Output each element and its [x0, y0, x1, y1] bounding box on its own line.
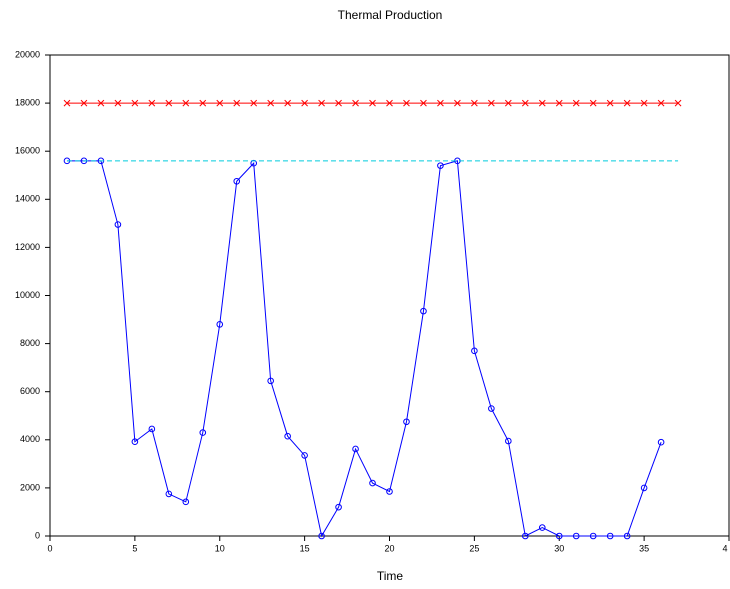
point-marker [216, 99, 224, 107]
y-tick-label: 8000 [20, 338, 40, 348]
point-marker [335, 503, 342, 511]
point-marker [488, 405, 495, 412]
x-tick-label: 30 [554, 543, 564, 553]
point-marker [63, 99, 71, 107]
point-marker [589, 532, 597, 540]
point-marker [606, 532, 614, 540]
point-marker [199, 429, 207, 436]
point-marker [640, 99, 648, 107]
point-marker [148, 99, 156, 107]
point-marker [165, 99, 173, 107]
point-marker [403, 99, 410, 107]
x-tick-label: 25 [469, 543, 479, 553]
point-marker [97, 99, 105, 107]
point-marker [284, 99, 292, 107]
point-marker [504, 99, 512, 107]
y-tick-label: 2000 [20, 482, 40, 492]
point-marker [131, 438, 139, 446]
point-marker [318, 532, 325, 540]
point-marker [301, 452, 308, 459]
x-tick-label: 5 [132, 543, 137, 553]
point-marker [403, 418, 410, 426]
point-marker [420, 307, 427, 315]
x-tick-label: 0 [47, 543, 52, 553]
point-marker [437, 99, 444, 107]
point-marker [505, 437, 512, 445]
y-tick-label: 20000 [15, 49, 40, 59]
point-marker [437, 162, 444, 169]
point-marker [623, 99, 631, 107]
y-tick-label: 16000 [15, 146, 40, 156]
point-marker [182, 99, 190, 107]
point-marker [420, 99, 427, 107]
y-tick-label: 10000 [15, 290, 40, 300]
point-marker [80, 99, 88, 107]
y-tick-label: 6000 [20, 386, 40, 396]
point-marker [165, 490, 173, 498]
x-tick-label: 35 [639, 543, 649, 553]
point-marker [572, 99, 580, 107]
point-marker [335, 99, 342, 107]
point-marker [640, 484, 648, 492]
point-marker [318, 99, 325, 107]
point-marker [131, 99, 139, 107]
point-marker [199, 99, 207, 107]
point-marker [352, 445, 359, 453]
point-marker [572, 532, 580, 540]
point-marker [182, 498, 190, 506]
point-marker [454, 99, 461, 107]
x-tick-label: 20 [384, 543, 394, 553]
point-marker [114, 221, 122, 228]
y-tick-label: 0 [35, 530, 40, 540]
y-tick-label: 12000 [15, 242, 40, 252]
point-marker [555, 532, 563, 540]
point-marker [606, 99, 614, 107]
point-marker [250, 99, 258, 107]
point-marker [386, 488, 393, 495]
point-marker [114, 99, 122, 107]
y-tick-label: 18000 [15, 97, 40, 107]
point-marker [623, 532, 631, 540]
point-marker [589, 99, 597, 107]
point-marker [522, 532, 529, 540]
x-tick-label: 10 [215, 543, 225, 553]
y-tick-label: 4000 [20, 434, 40, 444]
point-marker [352, 99, 359, 107]
point-marker [369, 99, 376, 107]
point-marker [267, 377, 274, 385]
x-axis-label: Time [377, 569, 404, 583]
point-marker [233, 99, 241, 107]
chart-title: Thermal Production [338, 8, 443, 22]
point-marker [657, 99, 665, 107]
x-tick-label: 4 [722, 543, 727, 553]
point-marker [233, 177, 241, 185]
point-marker [301, 99, 308, 107]
point-marker [538, 99, 546, 107]
point-marker [284, 432, 291, 440]
point-marker [267, 99, 275, 107]
point-marker [487, 99, 495, 107]
point-marker [216, 321, 224, 328]
x-tick-label: 15 [300, 543, 310, 553]
point-marker [674, 99, 682, 107]
point-marker [538, 524, 546, 531]
point-marker [369, 479, 376, 487]
point-marker [471, 347, 478, 355]
point-marker [657, 438, 665, 446]
point-marker [386, 99, 393, 107]
point-marker [471, 99, 478, 107]
point-marker [148, 425, 156, 433]
point-marker [521, 99, 529, 107]
point-marker [555, 99, 563, 107]
y-tick-label: 14000 [15, 194, 40, 204]
